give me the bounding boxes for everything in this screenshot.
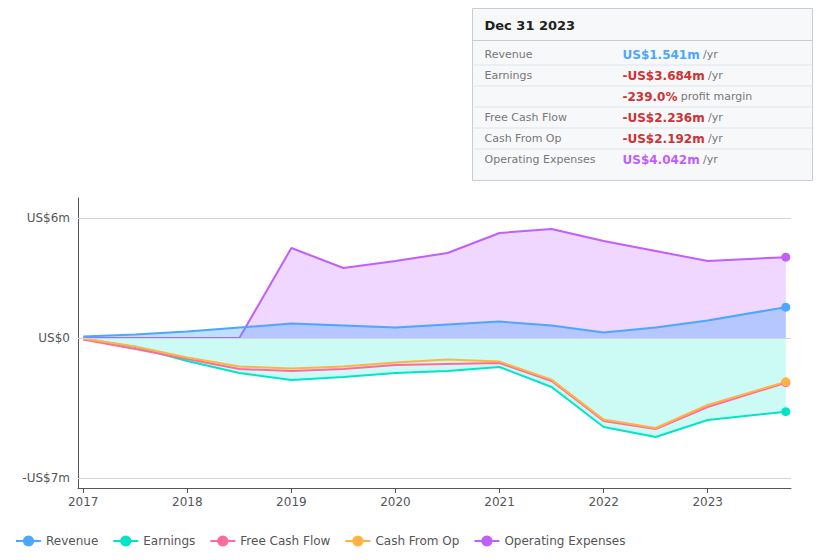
svg-text:-US$2.236m: -US$2.236m [623,111,705,125]
svg-text:/yr: /yr [703,153,718,166]
svg-text:Revenue: Revenue [485,48,533,61]
svg-text:-239.0%: -239.0% [623,90,678,104]
svg-text:2018: 2018 [172,495,203,509]
svg-text:profit margin: profit margin [681,90,753,103]
svg-text:Revenue: Revenue [46,534,98,548]
svg-text:2019: 2019 [276,495,307,509]
svg-text:US$6m: US$6m [27,211,70,225]
svg-text:Cash From Op: Cash From Op [375,534,459,548]
svg-text:/yr: /yr [708,69,723,82]
svg-text:US$4.042m: US$4.042m [623,153,700,167]
svg-text:2021: 2021 [484,495,515,509]
svg-text:-US$2.192m: -US$2.192m [623,132,705,146]
svg-text:/yr: /yr [703,48,718,61]
svg-text:Free Cash Flow: Free Cash Flow [485,111,568,124]
svg-text:2020: 2020 [380,495,411,509]
svg-text:Cash From Op: Cash From Op [485,132,562,145]
svg-text:Operating Expenses: Operating Expenses [485,153,596,166]
svg-text:2023: 2023 [692,495,723,509]
svg-text:Earnings: Earnings [485,69,533,82]
svg-text:Free Cash Flow: Free Cash Flow [240,534,330,548]
svg-text:2017: 2017 [68,495,99,509]
svg-text:Earnings: Earnings [143,534,195,548]
svg-text:US$1.541m: US$1.541m [623,48,700,62]
svg-text:Dec 31 2023: Dec 31 2023 [485,18,576,33]
svg-text:/yr: /yr [708,111,723,124]
svg-text:Operating Expenses: Operating Expenses [504,534,625,548]
svg-text:2022: 2022 [588,495,619,509]
svg-text:US$0: US$0 [38,331,70,345]
svg-text:-US$3.684m: -US$3.684m [623,69,705,83]
svg-text:/yr: /yr [708,132,723,145]
svg-text:-US$7m: -US$7m [22,471,70,485]
